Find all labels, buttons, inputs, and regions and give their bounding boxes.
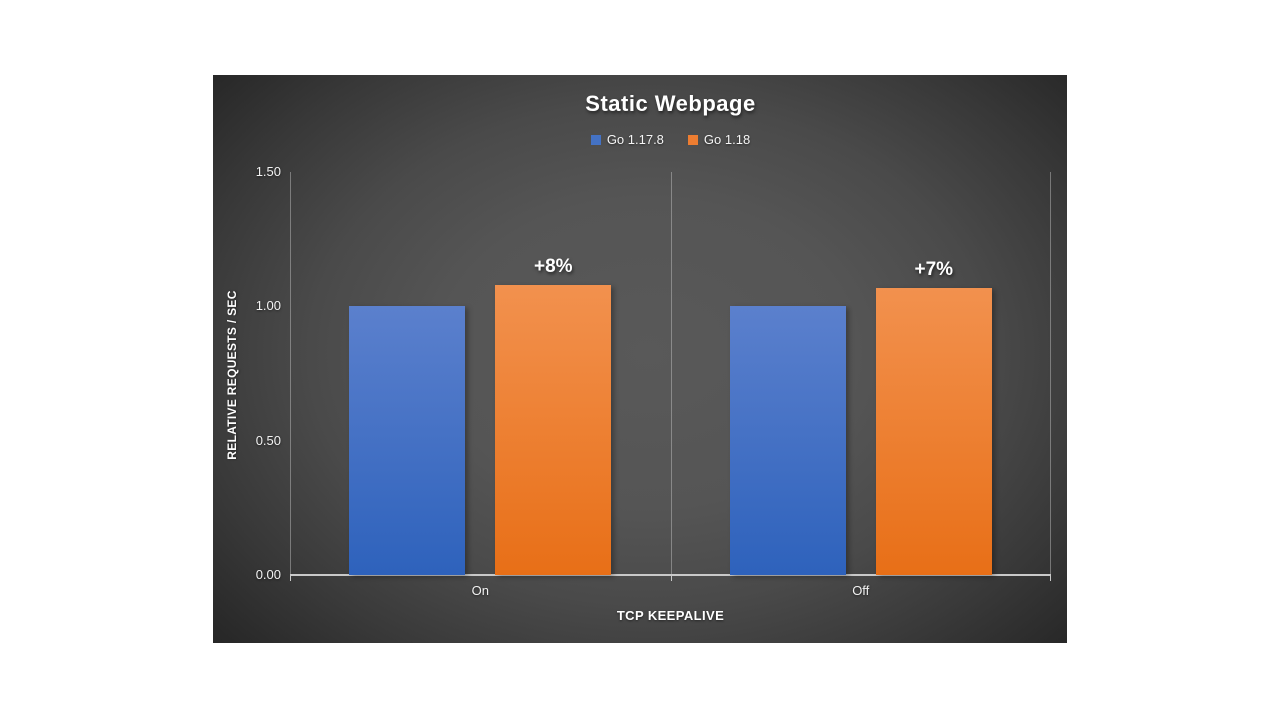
bar-go-1-18-on — [495, 284, 612, 575]
category-gridline-right — [1050, 172, 1051, 575]
x-axis-title: TCP KEEPALIVE — [616, 608, 725, 623]
x-axis-tick — [290, 575, 291, 581]
plot-area: +8% +7% On Off — [290, 172, 1051, 598]
category-gridline-middle — [670, 172, 672, 575]
x-axis-tick — [1050, 575, 1051, 581]
y-tick-label-1-00: 1.00 — [255, 298, 281, 314]
chart-slide: Static Webpage Go 1.17.8 Go 1.18 +8% +7% On… — [213, 75, 1067, 643]
y-tick-label-0-00: 0.00 — [255, 567, 281, 582]
x-axis-tick — [670, 575, 672, 581]
legend-swatch-icon — [687, 134, 698, 145]
bar-go-1-17-8-on — [349, 306, 466, 575]
y-axis-title: RELATIVE REQUESTS / SEC — [225, 290, 239, 460]
legend-swatch-icon — [590, 134, 601, 145]
bar-delta-label-on: +8% — [533, 255, 573, 277]
legend-item-go-1-17-8: Go 1.17.8 — [590, 132, 664, 147]
bar-delta-label-off: +7% — [914, 258, 954, 280]
legend: Go 1.17.8 Go 1.18 — [290, 132, 1051, 147]
x-category-label-on: On — [471, 583, 489, 598]
y-tick-label-1-50: 1.50 — [255, 164, 281, 179]
category-gridline-left — [290, 172, 291, 575]
chart-title: Static Webpage — [585, 91, 756, 116]
legend-label: Go 1.18 — [703, 132, 751, 147]
bar-go-1-17-8-off — [729, 306, 846, 575]
y-tick-label-0-50: 0.50 — [255, 432, 281, 448]
legend-label: Go 1.17.8 — [606, 132, 664, 147]
legend-item-go-1-18: Go 1.18 — [687, 132, 751, 147]
x-category-label-off: Off — [852, 583, 870, 598]
bar-go-1-18-off — [875, 287, 992, 575]
